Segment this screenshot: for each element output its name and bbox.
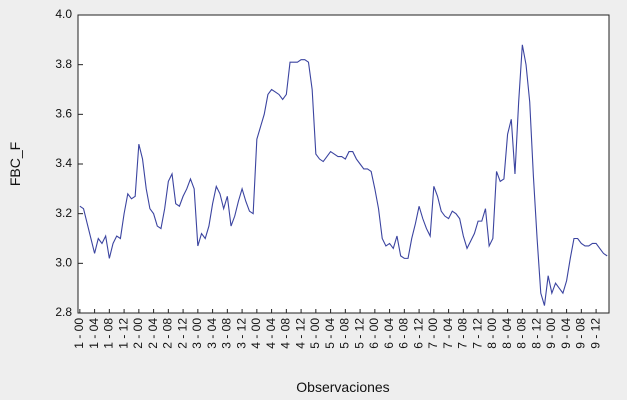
x-tick-label: 6 - 00 xyxy=(367,318,381,349)
x-tick-label: 9 - 00 xyxy=(544,318,558,349)
x-tick-label: 9 - 12 xyxy=(588,318,602,349)
x-tick-label: 1 - 12 xyxy=(116,318,130,349)
series-line xyxy=(79,44,608,306)
x-tick-label: 3 - 04 xyxy=(205,318,219,349)
x-tick-label: 1 - 08 xyxy=(102,318,116,349)
x-tick-label: 8 - 00 xyxy=(485,318,499,349)
x-tick-label: 1 - 00 xyxy=(72,318,86,349)
y-tick-label: 4.0 xyxy=(55,7,72,21)
x-tick-label: 3 - 08 xyxy=(220,318,234,349)
y-axis-label: FBC_F xyxy=(7,142,23,186)
x-tick-label: 5 - 08 xyxy=(338,318,352,349)
x-tick-label: 4 - 12 xyxy=(293,318,307,349)
x-tick-label: 4 - 00 xyxy=(249,318,263,349)
x-tick-label: 7 - 04 xyxy=(441,318,455,349)
x-tick-label: 1 - 04 xyxy=(87,318,101,349)
x-tick-label: 7 - 00 xyxy=(426,318,440,349)
x-tick-label: 8 - 12 xyxy=(529,318,543,349)
x-tick-label: 7 - 08 xyxy=(456,318,470,349)
y-tick-label: 3.0 xyxy=(55,256,72,270)
y-tick-label: 3.4 xyxy=(55,156,72,170)
x-tick-label: 9 - 04 xyxy=(559,318,573,349)
x-axis-label: Observaciones xyxy=(296,379,389,395)
x-tick-label: 3 - 12 xyxy=(234,318,248,349)
x-tick-label: 4 - 08 xyxy=(279,318,293,349)
x-tick-label: 5 - 12 xyxy=(352,318,366,349)
x-tick-label: 8 - 04 xyxy=(500,318,514,349)
x-tick-label: 5 - 00 xyxy=(308,318,322,349)
y-tick-label: 3.2 xyxy=(55,206,72,220)
x-tick-label: 2 - 08 xyxy=(161,318,175,349)
y-tick-label: 2.8 xyxy=(55,305,72,319)
x-tick-label: 2 - 12 xyxy=(175,318,189,349)
x-tick-label: 5 - 04 xyxy=(323,318,337,349)
y-tick-label: 3.6 xyxy=(55,107,72,121)
x-tick-label: 4 - 04 xyxy=(264,318,278,349)
x-tick-label: 8 - 08 xyxy=(515,318,529,349)
x-tick-label: 6 - 12 xyxy=(411,318,425,349)
plot-area xyxy=(77,14,610,314)
x-tick-label: 6 - 04 xyxy=(382,318,396,349)
y-tick-label: 3.8 xyxy=(55,57,72,71)
x-tick-label: 3 - 00 xyxy=(190,318,204,349)
x-tick-label: 6 - 08 xyxy=(397,318,411,349)
x-tick-label: 2 - 00 xyxy=(131,318,145,349)
x-tick-label: 7 - 12 xyxy=(470,318,484,349)
x-tick-label: 2 - 04 xyxy=(146,318,160,349)
x-tick-label: 9 - 08 xyxy=(574,318,588,349)
